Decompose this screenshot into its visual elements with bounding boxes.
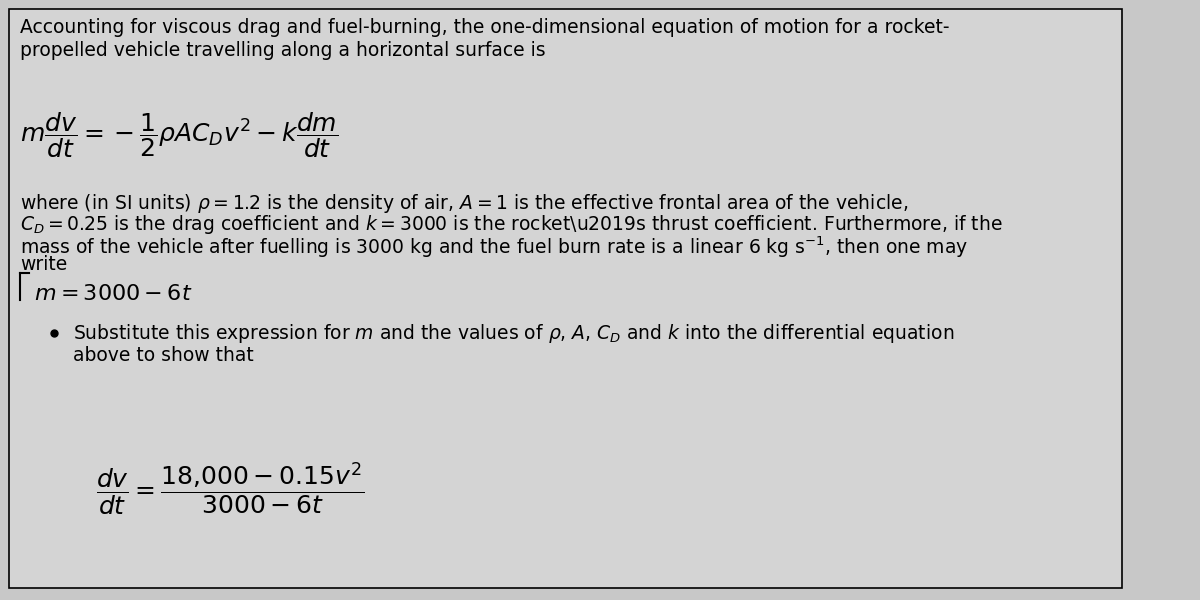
Text: Accounting for viscous drag and fuel-burning, the one-dimensional equation of mo: Accounting for viscous drag and fuel-bur… [20, 18, 950, 37]
Text: $m = 3000 - 6t$: $m = 3000 - 6t$ [34, 284, 192, 304]
FancyBboxPatch shape [10, 9, 1122, 588]
Text: $m\dfrac{dv}{dt} = -\dfrac{1}{2}\rho A C_D v^2 - k\dfrac{dm}{dt}$: $m\dfrac{dv}{dt} = -\dfrac{1}{2}\rho A C… [20, 110, 338, 160]
Text: $C_D = 0.25$ is the drag coefficient and $k = 3000$ is the rocket\u2019s thrust : $C_D = 0.25$ is the drag coefficient and… [20, 213, 1003, 236]
Text: where (in SI units) $\rho = 1.2$ is the density of air, $A = 1$ is the effective: where (in SI units) $\rho = 1.2$ is the … [20, 192, 908, 215]
Text: above to show that: above to show that [73, 346, 254, 365]
Text: Substitute this expression for $m$ and the values of $\rho$, $A$, $C_D$ and $k$ : Substitute this expression for $m$ and t… [73, 322, 955, 345]
Text: $\dfrac{dv}{dt} = \dfrac{18{,}000 - 0.15v^2}{3000 - 6t}$: $\dfrac{dv}{dt} = \dfrac{18{,}000 - 0.15… [96, 460, 364, 518]
Text: mass of the vehicle after fuelling is 3000 kg and the fuel burn rate is a linear: mass of the vehicle after fuelling is 30… [20, 234, 968, 259]
Text: propelled vehicle travelling along a horizontal surface is: propelled vehicle travelling along a hor… [20, 41, 546, 60]
Text: write: write [20, 255, 67, 274]
